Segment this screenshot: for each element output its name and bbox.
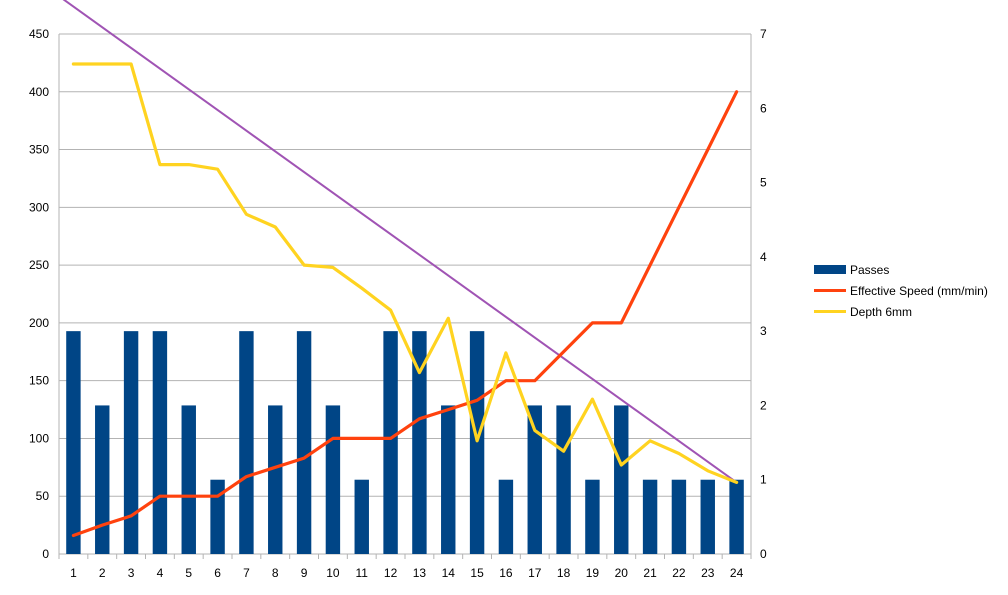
right-tick-label: 2 xyxy=(760,398,767,412)
left-tick-label: 0 xyxy=(42,547,49,561)
left-tick-label: 150 xyxy=(29,374,49,388)
x-tick-label: 17 xyxy=(528,566,542,580)
bar-passes xyxy=(556,405,571,554)
bar-passes xyxy=(66,331,81,554)
left-axis-ticks: 0 50 100 150 200 250 300 350 400 450 xyxy=(29,27,49,561)
x-tick-label: 15 xyxy=(470,566,484,580)
right-tick-label: 6 xyxy=(760,101,767,115)
x-tick-label: 18 xyxy=(557,566,571,580)
x-tick-label: 14 xyxy=(442,566,456,580)
legend-swatch-speed xyxy=(814,289,846,292)
x-tick-label: 2 xyxy=(99,566,106,580)
legend-swatch-depth xyxy=(814,310,846,313)
x-tick-label: 13 xyxy=(413,566,427,580)
legend-label-speed: Effective Speed (mm/min) xyxy=(850,283,988,298)
left-tick-label: 300 xyxy=(29,200,49,214)
x-tick-label: 11 xyxy=(356,566,369,580)
legend-item-speed: Effective Speed (mm/min) xyxy=(814,280,988,301)
left-tick-label: 400 xyxy=(29,85,49,99)
bar-passes xyxy=(325,405,341,554)
bar-passes xyxy=(441,405,456,554)
x-tick-label: 9 xyxy=(301,566,308,580)
right-tick-label: 1 xyxy=(760,473,767,487)
bar-passes xyxy=(498,479,514,554)
x-tick-label: 10 xyxy=(326,566,340,580)
x-tick-label: 21 xyxy=(643,566,657,580)
x-tick-label: 6 xyxy=(214,566,221,580)
x-tick-label: 24 xyxy=(730,566,744,580)
x-tick-label: 5 xyxy=(185,566,192,580)
x-tick-label: 19 xyxy=(586,566,600,580)
x-axis-ticks: 1 2 3 4 5 6 7 8 9 10 11 12 13 14 15 16 17 18 19 20 21 22 23 24 xyxy=(70,566,744,580)
x-tick-label: 16 xyxy=(499,566,513,580)
x-tick-label: 1 xyxy=(70,566,77,580)
bar-passes xyxy=(469,331,485,554)
right-tick-label: 7 xyxy=(760,27,767,41)
legend-label-depth: Depth 6mm xyxy=(850,304,913,319)
bar-passes xyxy=(152,331,168,554)
bar-passes xyxy=(210,479,225,554)
bar-passes xyxy=(268,405,283,554)
bar-passes xyxy=(383,331,398,554)
bar-passes xyxy=(354,479,369,554)
x-tick-label: 4 xyxy=(157,566,164,580)
x-tick-label: 22 xyxy=(672,566,686,580)
bar-passes xyxy=(614,405,629,554)
right-tick-label: 5 xyxy=(760,176,767,190)
bar-passes xyxy=(700,479,715,554)
left-tick-label: 350 xyxy=(29,143,49,157)
bar-passes xyxy=(671,479,687,554)
bar-passes xyxy=(296,331,312,554)
bar-passes xyxy=(181,405,196,554)
right-tick-label: 3 xyxy=(760,324,767,338)
line-effective-speed-mm-min xyxy=(71,90,739,538)
x-tick-label: 12 xyxy=(384,566,398,580)
bar-passes xyxy=(123,331,139,554)
line-series xyxy=(62,0,739,538)
line-depth-6mm xyxy=(71,62,739,484)
left-tick-label: 450 xyxy=(29,27,49,41)
right-tick-label: 4 xyxy=(760,250,767,264)
right-axis-ticks: 0 1 2 3 4 5 6 7 xyxy=(760,27,767,561)
grid-lines xyxy=(58,33,752,559)
bar-passes xyxy=(527,405,542,554)
bar-passes xyxy=(239,331,254,554)
bar-passes xyxy=(729,479,744,554)
right-tick-label: 0 xyxy=(760,547,767,561)
left-tick-label: 200 xyxy=(29,316,49,330)
left-tick-label: 100 xyxy=(29,431,49,445)
bar-passes xyxy=(585,479,600,554)
left-tick-label: 250 xyxy=(29,258,49,272)
legend-item-depth: Depth 6mm xyxy=(814,301,988,322)
legend-swatch-passes xyxy=(814,265,846,274)
legend-label-passes: Passes xyxy=(850,262,890,277)
x-tick-label: 8 xyxy=(272,566,279,580)
x-tick-label: 23 xyxy=(701,566,715,580)
chart-legend: Passes Effective Speed (mm/min) Depth 6m… xyxy=(814,259,988,322)
bar-passes xyxy=(412,331,427,554)
bar-series-passes xyxy=(66,331,744,554)
bar-passes xyxy=(642,479,658,554)
left-tick-label: 50 xyxy=(36,489,50,503)
x-tick-label: 20 xyxy=(615,566,629,580)
bar-passes xyxy=(95,405,110,554)
legend-item-passes: Passes xyxy=(814,259,988,280)
trend-line xyxy=(62,0,738,484)
x-tick-label: 7 xyxy=(243,566,250,580)
x-tick-label: 3 xyxy=(128,566,135,580)
